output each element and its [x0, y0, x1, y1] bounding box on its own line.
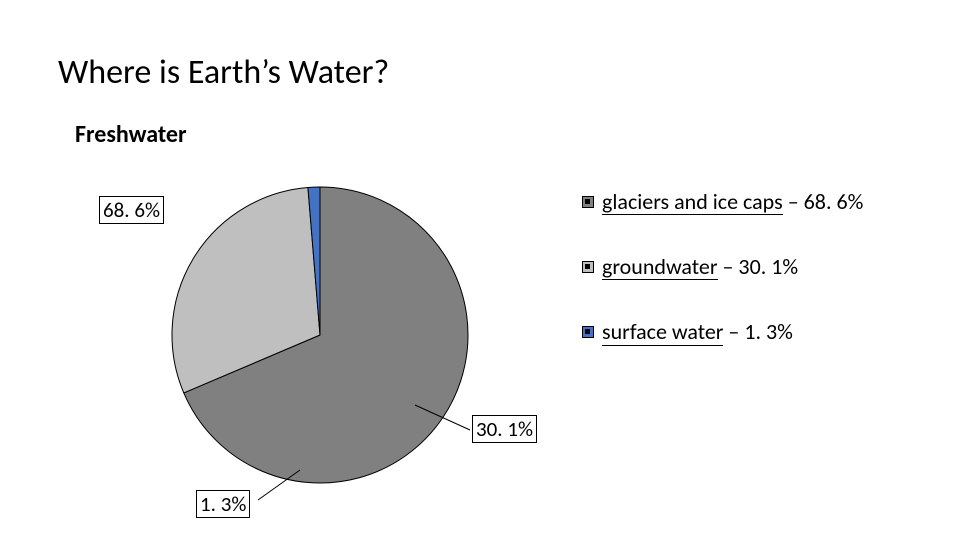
legend-item-surface: surface water – 1. 3% [582, 320, 863, 345]
legend: glaciers and ice caps – 68. 6% groundwat… [582, 190, 863, 386]
legend-text: groundwater – 30. 1% [602, 255, 798, 280]
slide-title: Where is Earth’s Water? [58, 52, 389, 93]
callout-surface-value: 1. 3% [196, 490, 250, 518]
legend-suffix: – 68. 6% [783, 188, 864, 215]
pie-svg [170, 185, 470, 485]
legend-item-glaciers: glaciers and ice caps – 68. 6% [582, 190, 863, 215]
legend-suffix: – 1. 3% [723, 318, 792, 345]
legend-marker-icon [582, 326, 594, 338]
callout-surface: 1. 3% [196, 490, 250, 518]
legend-text: glaciers and ice caps – 68. 6% [602, 190, 863, 215]
legend-marker-icon [582, 261, 594, 273]
legend-marker-icon [582, 196, 594, 208]
callout-groundwater-value: 30. 1% [472, 415, 537, 443]
legend-suffix: – 30. 1% [718, 253, 799, 280]
legend-keyword: surface water [602, 320, 723, 345]
callout-glaciers-value: 68. 6% [99, 196, 164, 224]
callout-glaciers: 68. 6% [99, 196, 164, 224]
legend-item-groundwater: groundwater – 30. 1% [582, 255, 863, 280]
slide: Where is Earth’s Water? Freshwater 68. 6… [0, 0, 960, 540]
pie-chart [170, 185, 470, 485]
callout-groundwater: 30. 1% [472, 415, 537, 443]
legend-keyword: glaciers and ice caps [602, 190, 783, 215]
legend-text: surface water – 1. 3% [602, 320, 793, 345]
legend-keyword: groundwater [602, 255, 718, 280]
slide-subtitle: Freshwater [75, 120, 187, 149]
